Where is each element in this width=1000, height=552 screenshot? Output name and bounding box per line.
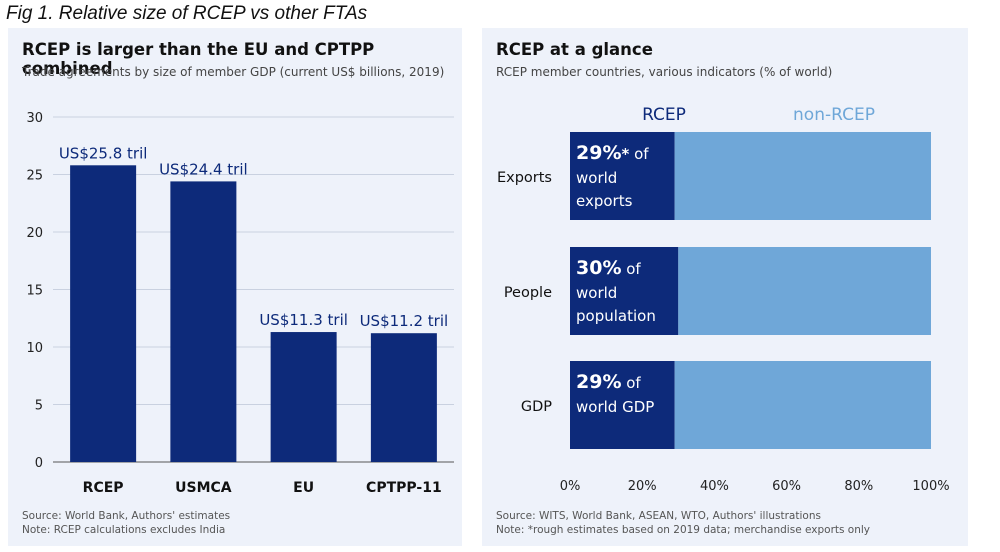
bar-annotation: 30% of bbox=[576, 257, 641, 279]
x-category-label: USMCA bbox=[175, 480, 232, 496]
legend-label: RCEP bbox=[642, 105, 686, 125]
y-category-label: GDP bbox=[521, 399, 552, 415]
x-tick-label: 40% bbox=[700, 479, 729, 494]
x-tick-label: 100% bbox=[912, 479, 949, 494]
bar-annotation-value: 30% bbox=[576, 257, 621, 279]
y-tick-label: 5 bbox=[35, 399, 43, 414]
y-tick-label: 30 bbox=[26, 111, 43, 126]
chart-subtitle: RCEP member countries, various indicator… bbox=[496, 65, 833, 79]
x-tick-label: 0% bbox=[560, 479, 581, 494]
bar-annotation-text: world bbox=[576, 284, 617, 302]
y-tick-label: 25 bbox=[26, 169, 43, 184]
y-category-label: Exports bbox=[497, 170, 552, 186]
bar-annotation-text: exports bbox=[576, 192, 633, 210]
bar-annotation-text: world bbox=[576, 169, 617, 187]
bar-annotation-text: of bbox=[629, 145, 649, 163]
bar-non-rcep bbox=[674, 132, 931, 220]
gdp-bar-chart: 0 5 10 15 20 25 30 US$25.8 tril RCEP US$24.4 tril… bbox=[26, 111, 454, 496]
gdp-bar-chart-panel: RCEP is larger than the EU and CPTPP com… bbox=[8, 28, 462, 546]
bar-rcep bbox=[570, 132, 675, 220]
x-tick-label: 60% bbox=[772, 479, 801, 494]
chart-title: RCEP at a glance bbox=[496, 40, 653, 59]
bar-non-rcep bbox=[678, 247, 931, 335]
bar-annotation-text: of bbox=[621, 260, 641, 278]
bar bbox=[70, 165, 137, 463]
chart-source: Source: World Bank, Authors' estimates bbox=[22, 510, 231, 522]
y-category-label: People bbox=[504, 285, 552, 301]
bar-value-label: US$11.2 tril bbox=[360, 312, 449, 330]
x-category-label: CPTPP-11 bbox=[366, 480, 442, 496]
bar-value-label: US$25.8 tril bbox=[59, 144, 148, 162]
y-tick-label: 10 bbox=[26, 341, 43, 356]
x-tick-label: 80% bbox=[844, 479, 873, 494]
bar-annotation-text: world GDP bbox=[576, 398, 654, 416]
bar-rcep bbox=[570, 361, 675, 449]
y-tick-label: 0 bbox=[35, 456, 43, 471]
rcep-glance-chart-panel: RCEP at a glance RCEP member countries, … bbox=[482, 28, 968, 546]
x-tick-label: 20% bbox=[628, 479, 657, 494]
bar bbox=[270, 332, 337, 462]
chart-title: RCEP is larger than the EU and CPTPP com… bbox=[22, 40, 375, 78]
bar bbox=[170, 181, 237, 462]
bar-rcep bbox=[570, 247, 679, 335]
bar-annotation-value: 29% bbox=[576, 142, 621, 164]
bar-non-rcep bbox=[674, 361, 931, 449]
chart-note: Note: *rough estimates based on 2019 dat… bbox=[496, 524, 871, 536]
y-tick-label: 20 bbox=[26, 226, 43, 241]
bar-value-label: US$24.4 tril bbox=[159, 160, 248, 178]
bar-annotation-text: population bbox=[576, 307, 656, 325]
chart-source: Source: WITS, World Bank, ASEAN, WTO, Au… bbox=[496, 510, 821, 522]
bar-annotation-value: 29% bbox=[576, 371, 621, 393]
bar-annotation: 29% of bbox=[576, 371, 641, 393]
x-category-label: RCEP bbox=[83, 480, 124, 496]
legend-label: non-RCEP bbox=[793, 105, 875, 125]
bar-value-label: US$11.3 tril bbox=[259, 311, 348, 329]
chart-subtitle: Trade agreements by size of member GDP (… bbox=[22, 65, 445, 79]
bar-annotation-text: of bbox=[621, 374, 641, 392]
chart-note: Note: RCEP calculations excludes India bbox=[22, 524, 226, 536]
bar-annotation-star: * bbox=[621, 145, 629, 163]
bar bbox=[370, 333, 437, 462]
figure-caption: Fig 1. Relative size of RCEP vs other FT… bbox=[6, 3, 368, 24]
y-tick-label: 15 bbox=[26, 284, 43, 299]
x-category-label: EU bbox=[293, 480, 314, 496]
bar-annotation: 29%* of bbox=[576, 142, 649, 164]
